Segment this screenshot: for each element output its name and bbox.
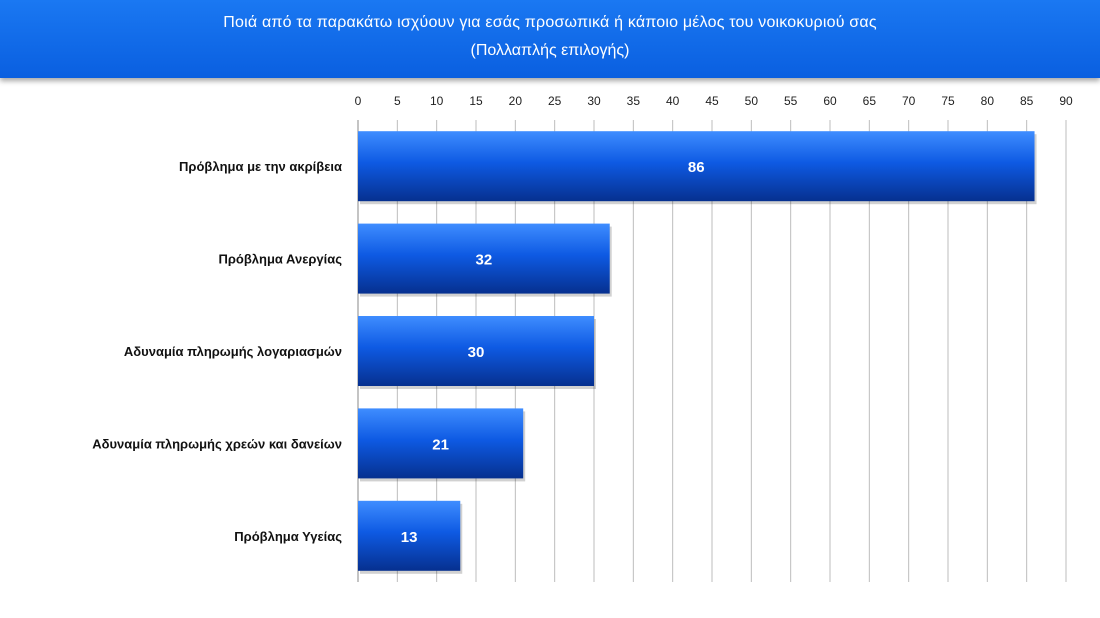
x-tick-label: 25	[548, 94, 562, 108]
x-tick-label: 75	[941, 94, 955, 108]
category-label: Αδυναμία πληρωμής χρεών και δανείων	[92, 436, 342, 451]
chart-title: Ποιά από τα παρακάτω ισχύουν για εσάς πρ…	[223, 14, 877, 31]
bar	[358, 408, 524, 479]
x-tick-label: 0	[355, 94, 362, 108]
bar	[358, 223, 610, 294]
x-tick-label: 5	[394, 94, 401, 108]
bar-value-label: 21	[432, 436, 449, 453]
x-tick-label: 10	[430, 94, 444, 108]
bar-value-label: 86	[688, 159, 705, 176]
bar-value-label: 32	[476, 252, 493, 269]
chart-title-banner: Ποιά από τα παρακάτω ισχύουν για εσάς πρ…	[0, 0, 1100, 78]
x-tick-label: 35	[627, 94, 641, 108]
x-tick-label: 85	[1020, 94, 1034, 108]
category-label: Πρόβλημα με την ακρίβεια	[179, 159, 342, 174]
x-tick-label: 65	[863, 94, 877, 108]
category-label: Αδυναμία πληρωμής λογαριασμών	[124, 344, 342, 359]
x-tick-label: 70	[902, 94, 916, 108]
x-tick-label: 20	[509, 94, 523, 108]
x-tick-label: 40	[666, 94, 680, 108]
x-tick-label: 15	[469, 94, 483, 108]
x-tick-label: 30	[587, 94, 601, 108]
category-label: Πρόβλημα Υγείας	[234, 529, 342, 544]
bar-value-label: 30	[468, 344, 485, 361]
bar	[358, 131, 1035, 202]
x-tick-label: 90	[1059, 94, 1073, 108]
bar-value-label: 13	[401, 529, 418, 546]
bar	[358, 316, 594, 386]
x-tick-label: 50	[745, 94, 759, 108]
x-tick-label: 45	[705, 94, 719, 108]
x-tick-label: 55	[784, 94, 798, 108]
category-label: Πρόβλημα Ανεργίας	[219, 252, 343, 267]
bar	[358, 500, 461, 571]
chart-subtitle: (Πολλαπλής επιλογής)	[470, 42, 630, 59]
bar-chart: 0 5 10 15 20 25 30 35 40 45 50 55 60 65 70 75 80 85 90 86 3…	[92, 94, 1073, 582]
x-tick-label: 80	[981, 94, 995, 108]
x-tick-label: 60	[823, 94, 837, 108]
